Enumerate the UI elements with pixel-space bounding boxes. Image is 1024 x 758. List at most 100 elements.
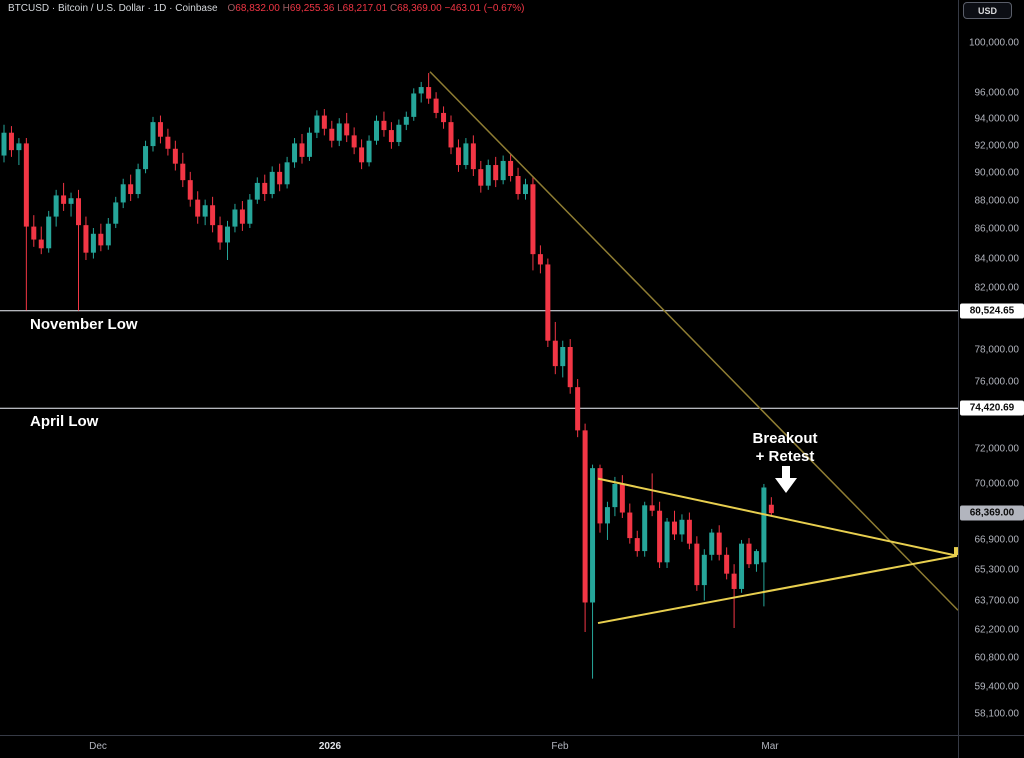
candle-body <box>388 130 394 143</box>
candle-body <box>225 226 230 243</box>
april-low-label[interactable]: April Low <box>30 413 99 431</box>
candle-body <box>619 483 625 513</box>
candle-body <box>292 143 298 163</box>
candle-body <box>299 143 305 157</box>
candle-body <box>381 120 387 131</box>
price-pane[interactable] <box>0 0 958 735</box>
candle-body <box>746 543 752 565</box>
candle-body <box>508 160 514 177</box>
price-tick-label: 72,000.00 <box>974 443 1020 455</box>
candle-body <box>560 346 566 367</box>
candle-body <box>597 468 603 524</box>
time-axis[interactable]: Dec 2026 Feb Mar <box>0 735 958 758</box>
open-value: 68,832.00 <box>235 3 280 14</box>
candle-body <box>753 551 759 565</box>
callout-line2: + Retest <box>755 448 815 465</box>
price-tick-label: 86,000.00 <box>974 223 1020 235</box>
candle-body <box>523 184 528 195</box>
time-tick-label: Mar <box>761 741 779 752</box>
down-arrow-icon[interactable] <box>774 466 798 493</box>
candle-body <box>418 87 424 94</box>
candle-body <box>38 239 44 249</box>
candle-body <box>306 132 312 157</box>
candle-body <box>463 143 469 166</box>
price-tick-label: 82,000.00 <box>974 282 1020 294</box>
candle-body <box>284 162 290 185</box>
candle-body <box>366 140 372 163</box>
candle-body <box>374 120 379 141</box>
symbol-title[interactable]: BTCUSD · Bitcoin / U.S. Dollar · 1D · Co… <box>8 3 218 14</box>
candle-body <box>716 532 722 555</box>
candle-body <box>351 135 357 148</box>
candle-body <box>679 519 685 535</box>
price-tick-label: 94,000.00 <box>974 113 1020 125</box>
time-tick-label: 2026 <box>318 741 342 752</box>
candle-body <box>709 532 715 555</box>
candle-body <box>455 147 461 166</box>
candle-body <box>552 340 558 367</box>
candle-body <box>210 205 216 226</box>
candle-body <box>441 112 447 123</box>
november-low-axis-label: 80,524.65 <box>960 303 1024 319</box>
price-tick-label: 100,000.00 <box>968 37 1019 49</box>
price-tick-label: 63,700.00 <box>974 595 1020 607</box>
candle-body <box>604 507 610 524</box>
candle-body <box>135 169 141 195</box>
change-value: −463.01 (−0.67%) <box>444 3 525 14</box>
breakout-retest-callout[interactable]: Breakout + Retest <box>752 430 817 466</box>
candle-body <box>202 205 208 217</box>
candle-body <box>8 132 14 151</box>
candle-body <box>76 198 81 226</box>
candle-body <box>537 254 543 265</box>
candle-body <box>277 171 283 185</box>
time-tick-label: Dec <box>89 741 107 752</box>
candle-body <box>232 209 238 227</box>
candle-body <box>761 487 767 563</box>
candle-body <box>567 346 573 388</box>
price-axis[interactable]: USD 100,000.00 96,000.00 94,000.00 92,000.0… <box>958 0 1024 735</box>
candle-body <box>411 93 417 117</box>
triangle-lower-line[interactable] <box>597 554 958 625</box>
low-label: L <box>337 3 343 14</box>
candle-body <box>634 538 640 552</box>
usd-button[interactable]: USD <box>963 2 1012 19</box>
high-value: 69,255.36 <box>289 3 335 14</box>
price-tick-label: 66,900.00 <box>974 534 1020 546</box>
candle-body <box>143 146 149 170</box>
candle-body <box>493 165 499 181</box>
candle-body <box>314 115 320 133</box>
callout-line1: Breakout <box>752 430 818 447</box>
candle-body <box>701 554 707 586</box>
candle-body <box>530 184 536 255</box>
candle-body <box>262 182 268 195</box>
candle-body <box>359 147 365 163</box>
high-label: H <box>282 3 290 14</box>
candle-body <box>403 116 409 125</box>
candle-body <box>448 122 454 148</box>
november-low-label[interactable]: November Low <box>30 315 138 333</box>
candle-body <box>612 483 618 508</box>
candle-body <box>590 468 596 603</box>
candle-body <box>61 195 67 204</box>
triangle-upper-line[interactable] <box>597 477 958 557</box>
candle-body <box>649 505 655 511</box>
candle-body <box>247 199 253 224</box>
candle-body <box>23 143 29 227</box>
candle-body <box>83 225 89 253</box>
descending-trendline[interactable] <box>429 71 958 611</box>
price-tick-label: 90,000.00 <box>974 167 1020 179</box>
candle-body <box>478 169 484 186</box>
time-tick-label: Feb <box>551 741 569 752</box>
candle-body <box>105 223 111 246</box>
symbol-header[interactable]: BTCUSD · Bitcoin / U.S. Dollar · 1D · Co… <box>8 3 525 15</box>
price-tick-label: 84,000.00 <box>974 253 1020 265</box>
price-tick-label: 59,400.00 <box>974 681 1020 693</box>
candle-body <box>336 123 342 141</box>
price-tick-label: 92,000.00 <box>974 140 1020 152</box>
price-tick-label: 78,000.00 <box>974 344 1020 356</box>
candle-body <box>16 143 22 151</box>
candle-body <box>426 87 432 99</box>
close-label: C <box>389 3 398 14</box>
candle-body <box>53 195 59 217</box>
